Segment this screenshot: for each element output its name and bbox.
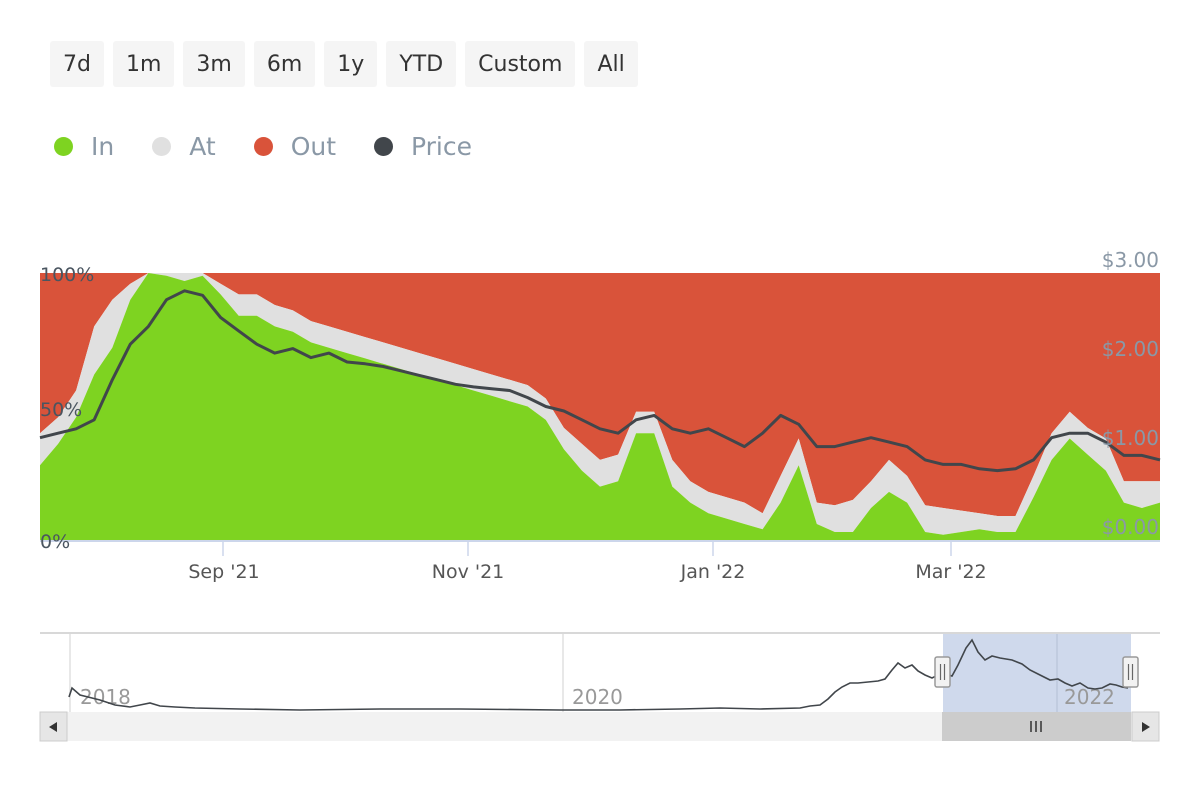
navigator-label: 2020 <box>572 685 623 709</box>
navigator-label: 2022 <box>1064 685 1115 709</box>
scrollbar[interactable] <box>39 711 1160 742</box>
x-tick-label: Jan '22 <box>680 561 746 583</box>
x-tick-label: Mar '22 <box>915 561 986 583</box>
navigator-left-handle[interactable] <box>934 656 951 688</box>
range-selector: 7d 1m 3m 6m 1y YTD Custom All <box>50 41 638 87</box>
series-in-area <box>40 273 1160 540</box>
plot-area <box>39 273 1161 540</box>
range-button-1m[interactable]: 1m <box>112 41 175 87</box>
left-y-axis: 100% 50% 0% <box>40 264 94 553</box>
range-button-ytd[interactable]: YTD <box>386 41 457 87</box>
scroll-left-button[interactable] <box>39 711 68 742</box>
legend-item-price[interactable]: Price <box>374 132 472 161</box>
legend-dot-icon <box>152 137 172 156</box>
arrow-right-icon <box>1142 722 1150 732</box>
range-button-3m[interactable]: 3m <box>183 41 245 87</box>
range-button-all[interactable]: All <box>584 41 638 87</box>
right-y-axis: $3.00 $2.00 $1.00 $0.00 <box>1102 248 1159 539</box>
legend-item-out[interactable]: Out <box>253 132 337 161</box>
legend-label: Price <box>411 132 473 161</box>
legend-label: Out <box>290 132 337 161</box>
legend-item-in[interactable]: In <box>54 132 114 161</box>
series-price-line <box>39 289 1161 473</box>
legend-dot-icon <box>253 137 273 156</box>
chart-legend: In At Out Price <box>54 132 510 161</box>
arrow-left-icon <box>49 722 57 732</box>
y-tick-label: 100% <box>40 264 94 286</box>
legend-label: In <box>91 132 115 161</box>
y-tick-label: $1.00 <box>1102 426 1159 450</box>
y-tick-label: 0% <box>40 531 70 553</box>
navigator-right-handle[interactable] <box>1122 656 1139 688</box>
legend-dot-icon <box>374 137 394 156</box>
x-axis: Sep '21 Nov '21 Jan '22 Mar '22 <box>188 541 987 583</box>
legend-item-at[interactable]: At <box>152 132 216 161</box>
series-out-area <box>40 273 1160 516</box>
legend-label: At <box>189 132 216 161</box>
navigator-series <box>68 638 1129 711</box>
range-button-custom[interactable]: Custom <box>465 41 576 87</box>
series-at-area <box>40 273 1160 535</box>
range-button-1y[interactable]: 1y <box>324 41 378 87</box>
y-tick-label: $2.00 <box>1102 337 1159 361</box>
y-tick-label: $3.00 <box>1102 248 1159 272</box>
x-tick-label: Sep '21 <box>188 561 259 583</box>
range-button-7d[interactable]: 7d <box>50 41 104 87</box>
navigator-selected-range[interactable] <box>943 634 1131 712</box>
scrollbar-track[interactable] <box>40 712 1159 741</box>
y-tick-label: $0.00 <box>1102 515 1159 539</box>
y-tick-label: 50% <box>40 399 82 421</box>
legend-dot-icon <box>54 137 73 156</box>
scrollbar-thumb[interactable] <box>942 712 1131 741</box>
navigator-label: 2018 <box>80 685 131 709</box>
scroll-right-button[interactable] <box>1131 711 1160 742</box>
navigator: 2018 2020 2022 <box>40 632 1160 712</box>
range-button-6m[interactable]: 6m <box>253 41 316 87</box>
x-tick-label: Nov '21 <box>432 561 505 583</box>
